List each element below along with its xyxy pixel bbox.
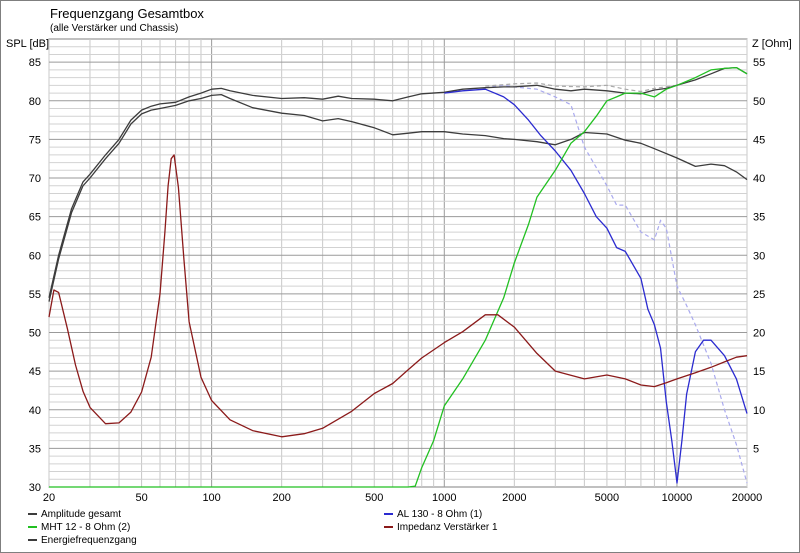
series-line-energiefrequenzgang xyxy=(48,93,748,302)
legend-swatch-al130 xyxy=(384,513,393,515)
y-tick-label-left: 75 xyxy=(29,134,41,146)
y-tick-label-right: 55 xyxy=(753,57,765,69)
legend-swatch-mht12 xyxy=(28,526,37,528)
y-tick-label-left: 40 xyxy=(29,405,41,417)
y-tick-label-right: 30 xyxy=(753,250,765,262)
y-tick-label-left: 85 xyxy=(29,57,41,69)
legend-item-al130: AL 130 - 8 Ohm (1) xyxy=(384,508,482,520)
y-axis-left-label: SPL [dB] xyxy=(6,38,50,50)
x-tick-label: 500 xyxy=(365,492,383,504)
y-tick-label-right: 40 xyxy=(753,173,765,185)
legend-label-impedanz: Impedanz Verstärker 1 xyxy=(397,521,498,533)
legend-swatch-impedanz xyxy=(384,526,393,528)
legend-item-energie: Energiefrequenzgang xyxy=(28,534,137,546)
dashed-overlay-line-1 xyxy=(485,82,678,93)
x-tick-label: 1000 xyxy=(432,492,456,504)
legend-label-energie: Energiefrequenzgang xyxy=(41,534,137,546)
x-tick-label: 200 xyxy=(272,492,290,504)
legend-item-impedanz: Impedanz Verstärker 1 xyxy=(384,521,498,533)
series-line-al-130-8-ohm-1 xyxy=(444,88,748,484)
series-line-amplitude-gesamt xyxy=(48,66,748,298)
dashed-overlay-line-0 xyxy=(485,84,748,484)
legend-label-al130: AL 130 - 8 Ohm (1) xyxy=(397,508,483,520)
y-tick-label-right: 10 xyxy=(753,405,765,417)
y-tick-label-left: 70 xyxy=(29,173,41,185)
legend-item-amplitude: Amplitude gesamt xyxy=(28,508,121,520)
x-tick-label: 20 xyxy=(43,492,55,504)
legend-item-mht12: MHT 12 - 8 Ohm (2) xyxy=(28,521,130,533)
series-line-mht-12-8-ohm-2 xyxy=(49,66,748,488)
x-tick-label: 20000 xyxy=(732,492,763,504)
y-tick-label-right: 15 xyxy=(753,366,765,378)
y-tick-label-left: 65 xyxy=(29,212,41,224)
y-tick-label-right: 5 xyxy=(753,443,759,455)
legend-label-amplitude: Amplitude gesamt xyxy=(41,508,122,520)
y-tick-label-left: 60 xyxy=(29,250,41,262)
y-tick-label-right: 45 xyxy=(753,134,765,146)
y-tick-label-right: 35 xyxy=(753,212,765,224)
x-tick-label: 50 xyxy=(135,492,147,504)
y-tick-label-left: 55 xyxy=(29,289,41,301)
y-tick-label-left: 80 xyxy=(29,96,41,108)
chart-title: Frequenzgang Gesamtbox xyxy=(50,6,204,21)
chart-subtitle: (alle Verstärker und Chassis) xyxy=(50,23,179,34)
y-tick-label-right: 25 xyxy=(753,289,765,301)
x-tick-label: 2000 xyxy=(502,492,526,504)
legend-swatch-amplitude xyxy=(28,513,37,515)
x-tick-label: 100 xyxy=(202,492,220,504)
x-tick-label: 5000 xyxy=(595,492,619,504)
series-line-impedanz-verst-rker-1 xyxy=(48,154,748,438)
y-tick-label-left: 35 xyxy=(29,443,41,455)
y-tick-label-right: 20 xyxy=(753,328,765,340)
y-tick-label-left: 50 xyxy=(29,328,41,340)
x-tick-label: 10000 xyxy=(662,492,693,504)
y-tick-label-right: 50 xyxy=(753,96,765,108)
legend-label-mht12: MHT 12 - 8 Ohm (2) xyxy=(41,521,131,533)
legend-swatch-energie xyxy=(28,539,37,541)
y-tick-label-left: 45 xyxy=(29,366,41,378)
y-tick-label-left: 30 xyxy=(29,482,41,494)
y-axis-right-label: Z [Ohm] xyxy=(752,38,792,50)
